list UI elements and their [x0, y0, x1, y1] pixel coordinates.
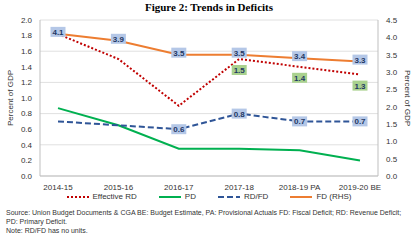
svg-text:0.7: 0.7 [354, 117, 366, 126]
svg-text:2.0: 2.0 [386, 103, 398, 112]
html-text:Effective RD: Effective RD [92, 192, 137, 201]
svg-text:2016-17: 2016-17 [164, 183, 194, 192]
svg-text:0.8: 0.8 [234, 110, 246, 119]
svg-text:3.0: 3.0 [386, 68, 398, 77]
svg-text:1.3: 1.3 [354, 82, 366, 91]
svg-text:0.6: 0.6 [173, 125, 185, 134]
svg-text:1.2: 1.2 [21, 78, 33, 87]
svg-text:1.0: 1.0 [21, 94, 33, 103]
svg-text:1.4: 1.4 [294, 74, 306, 83]
html-text:Figure 2: Trends in Deficits: Figure 2: Trends in Deficits [144, 1, 274, 13]
svg-text:3.5: 3.5 [173, 49, 185, 58]
html-text:FD (RHS): FD (RHS) [316, 192, 352, 201]
svg-text:Percent of GDP: Percent of GDP [8, 70, 15, 126]
svg-text:1.6: 1.6 [21, 47, 33, 56]
html-text:RD/FD: RD/FD [243, 192, 269, 201]
svg-text:2015-16: 2015-16 [104, 183, 134, 192]
html-text:PD: PD [184, 192, 196, 201]
svg-text:Percent of GDP: Percent of GDP [403, 70, 410, 126]
svg-text:3.9: 3.9 [113, 35, 125, 44]
svg-text:2019-20 BE: 2019-20 BE [339, 183, 381, 192]
svg-text:1.4: 1.4 [21, 63, 33, 72]
svg-text:2014-15: 2014-15 [43, 183, 73, 192]
svg-text:0.6: 0.6 [21, 125, 33, 134]
svg-text:0.7: 0.7 [294, 117, 306, 126]
svg-text:0.4: 0.4 [21, 141, 33, 150]
svg-text:4.0: 4.0 [386, 33, 398, 42]
svg-text:3.3: 3.3 [354, 56, 366, 65]
svg-text:2.5: 2.5 [386, 85, 398, 94]
html-text:Note: RD/FD has no units.: Note: RD/FD has no units. [6, 227, 88, 234]
svg-text:4.5: 4.5 [386, 16, 398, 25]
svg-text:2018-19 PA: 2018-19 PA [279, 183, 321, 192]
svg-text:1.5: 1.5 [234, 66, 246, 75]
svg-text:3.5: 3.5 [234, 49, 246, 58]
svg-text:2017-18: 2017-18 [225, 183, 255, 192]
svg-text:4.1: 4.1 [52, 28, 64, 37]
svg-text:0.5: 0.5 [386, 155, 398, 164]
svg-text:0.2: 0.2 [21, 156, 33, 165]
svg-text:0.8: 0.8 [21, 109, 33, 118]
svg-text:0.0: 0.0 [386, 172, 398, 181]
html-text:Source: Union Budget Documents: Source: Union Budget Documents & CGA BE:… [6, 209, 402, 225]
svg-text:0.0: 0.0 [21, 172, 33, 181]
svg-text:3.5: 3.5 [386, 51, 398, 60]
svg-text:1.0: 1.0 [386, 137, 398, 146]
svg-text:1.8: 1.8 [21, 31, 33, 40]
svg-text:2.0: 2.0 [21, 16, 33, 25]
svg-text:3.4: 3.4 [294, 52, 306, 61]
svg-text:1.5: 1.5 [386, 120, 398, 129]
